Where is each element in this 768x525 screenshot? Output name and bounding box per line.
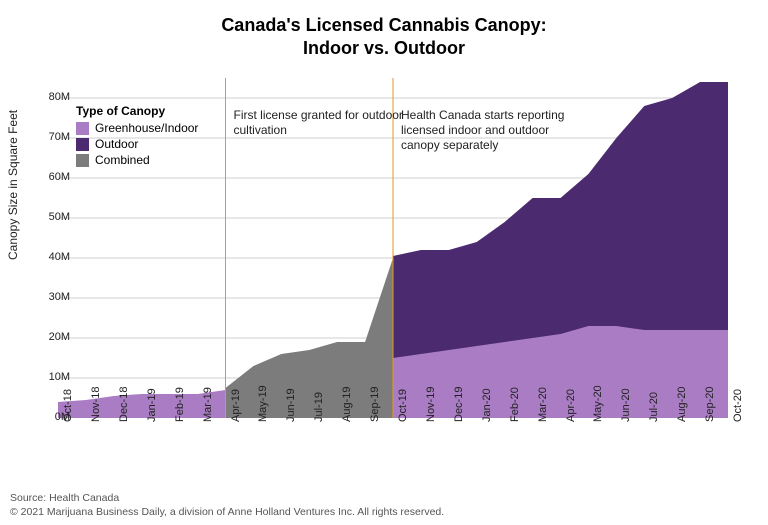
x-tick-label: Mar-20 — [537, 387, 549, 422]
x-tick-label: Dec-18 — [118, 387, 130, 422]
x-tick-label: Jun-20 — [620, 388, 632, 422]
chart-footer: Source: Health Canada © 2021 Marijuana B… — [10, 491, 444, 519]
x-tick-label: Sep-20 — [704, 387, 716, 422]
y-tick-label: 70M — [10, 131, 70, 143]
x-tick-label: Jul-19 — [313, 392, 325, 422]
x-tick-label: Nov-18 — [90, 387, 102, 422]
x-tick-label: Jun-19 — [285, 388, 297, 422]
x-tick-label: May-20 — [592, 385, 604, 422]
legend: Type of Canopy Greenhouse/Indoor Outdoor C… — [70, 100, 204, 173]
y-tick-label: 10M — [10, 371, 70, 383]
legend-title: Type of Canopy — [76, 104, 198, 118]
x-tick-label: Oct-19 — [397, 389, 409, 422]
x-tick-label: Dec-19 — [453, 387, 465, 422]
legend-swatch — [76, 154, 89, 167]
y-tick-label: 20M — [10, 331, 70, 343]
legend-label: Greenhouse/Indoor — [95, 121, 198, 135]
legend-swatch — [76, 138, 89, 151]
x-tick-label: Feb-19 — [174, 387, 186, 422]
legend-item: Combined — [76, 153, 198, 167]
chart-annotation: Health Canada starts reporting licensed … — [401, 108, 581, 153]
x-tick-label: Aug-20 — [676, 387, 688, 422]
legend-label: Outdoor — [95, 137, 138, 151]
y-tick-label: 30M — [10, 291, 70, 303]
x-tick-label: Nov-19 — [425, 387, 437, 422]
y-tick-label: 40M — [10, 251, 70, 263]
legend-item: Greenhouse/Indoor — [76, 121, 198, 135]
x-tick-label: Sep-19 — [369, 387, 381, 422]
y-tick-label: 50M — [10, 211, 70, 223]
x-tick-label: May-19 — [257, 385, 269, 422]
y-tick-label: 80M — [10, 91, 70, 103]
y-tick-label: 60M — [10, 171, 70, 183]
legend-label: Combined — [95, 153, 150, 167]
x-tick-label: Aug-19 — [341, 387, 353, 422]
chart-annotation: First license granted for outdoor cultiv… — [234, 108, 414, 138]
chart-title: Canada's Licensed Cannabis Canopy: Indoo… — [0, 0, 768, 59]
copyright-line: © 2021 Marijuana Business Daily, a divis… — [10, 505, 444, 519]
source-line: Source: Health Canada — [10, 491, 444, 505]
chart-title-line2: Indoor vs. Outdoor — [0, 37, 768, 60]
x-tick-label: Jul-20 — [648, 392, 660, 422]
x-tick-label: Mar-19 — [202, 387, 214, 422]
x-tick-label: Apr-20 — [565, 389, 577, 422]
x-tick-label: Apr-19 — [230, 389, 242, 422]
y-tick-label: 0M — [10, 411, 70, 423]
x-tick-label: Jan-20 — [481, 388, 493, 422]
x-tick-label: Oct-18 — [62, 389, 74, 422]
legend-swatch — [76, 122, 89, 135]
chart-title-line1: Canada's Licensed Cannabis Canopy: — [0, 14, 768, 37]
x-tick-label: Oct-20 — [732, 389, 744, 422]
x-tick-label: Feb-20 — [509, 387, 521, 422]
x-tick-label: Jan-19 — [146, 388, 158, 422]
legend-item: Outdoor — [76, 137, 198, 151]
